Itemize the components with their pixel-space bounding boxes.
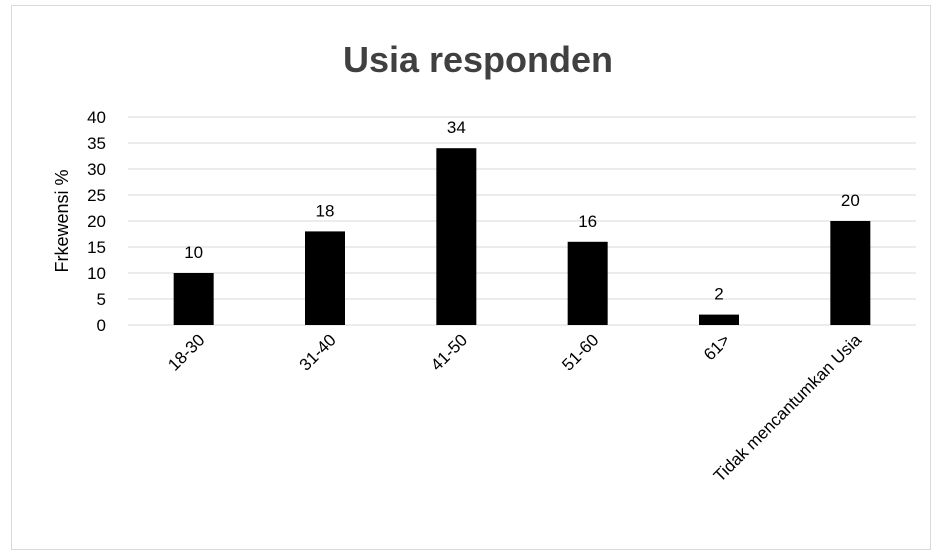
y-tick-label: 25	[87, 186, 106, 205]
data-label: 16	[578, 212, 597, 231]
y-axis-title: Frkewensi %	[52, 169, 72, 272]
data-label: 20	[841, 191, 860, 210]
data-label: 18	[316, 201, 335, 220]
y-axis-ticks: 0 5 10 15 20 25 30 35 40	[87, 108, 106, 335]
x-tick-label: Tidak mencantumkan Usia	[710, 330, 866, 486]
bar	[830, 221, 871, 325]
bar	[173, 273, 214, 325]
y-tick-label: 40	[87, 108, 106, 127]
y-tick-label: 5	[97, 290, 106, 309]
data-label: 10	[184, 243, 203, 262]
y-tick-label: 15	[87, 238, 106, 257]
bar	[436, 148, 477, 325]
x-tick-label: 18-30	[164, 330, 208, 374]
y-tick-label: 0	[97, 316, 106, 335]
x-tick-label: 61>	[700, 330, 734, 364]
bar	[567, 241, 608, 325]
y-tick-label: 30	[87, 160, 106, 179]
bar	[305, 231, 345, 325]
chart-title: Usia responden	[343, 39, 613, 80]
x-tick-label: 51-60	[558, 330, 602, 374]
x-axis-ticks: 18-30 31-40 41-50 51-60 61>Tidak mencantumka…	[164, 330, 865, 486]
y-tick-label: 10	[87, 264, 106, 283]
data-label: 34	[447, 118, 466, 137]
x-tick-label: 41-50	[427, 330, 471, 374]
data-labels: 10 18 34 16 2 20	[184, 118, 860, 303]
y-tick-label: 35	[87, 134, 106, 153]
y-tick-label: 20	[87, 212, 106, 231]
x-tick-label: 31-40	[296, 330, 340, 374]
bar	[699, 314, 739, 325]
bars	[173, 148, 871, 325]
gridlines	[128, 116, 916, 326]
data-label: 2	[714, 285, 723, 304]
